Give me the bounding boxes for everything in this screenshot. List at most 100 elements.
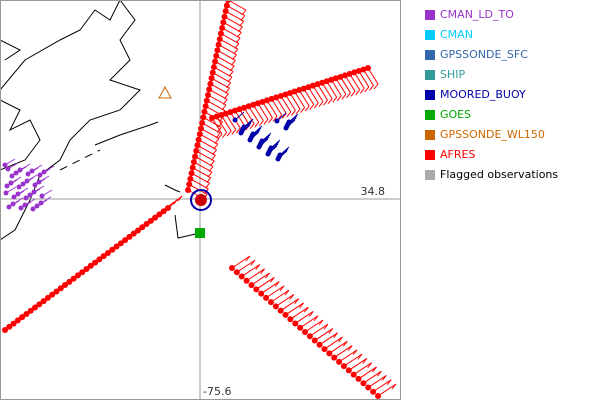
observation [14, 317, 21, 324]
wind-barb [299, 302, 304, 309]
wind-barb [223, 21, 242, 33]
observation [20, 181, 26, 187]
storm-center [190, 189, 212, 211]
observation [66, 278, 73, 285]
wind-barb [352, 349, 358, 356]
wind-barb [249, 123, 255, 130]
wind-barb [236, 259, 256, 273]
observation [10, 320, 17, 327]
wind-barb [265, 285, 285, 299]
wind-barb [211, 77, 230, 89]
wind-barb [195, 150, 215, 162]
wind-barb [299, 315, 319, 329]
observation [258, 290, 265, 297]
observation [30, 206, 36, 212]
observation [126, 233, 133, 240]
observation [309, 82, 316, 89]
wind-barb [304, 105, 310, 112]
wind-barb [367, 375, 387, 388]
wind-barb [214, 61, 234, 72]
observation [273, 94, 280, 101]
observation [209, 115, 215, 121]
wind-barb [335, 78, 347, 95]
wind-barb [225, 113, 237, 130]
wind-barb [312, 85, 324, 102]
wind-barb [217, 49, 236, 61]
observation [3, 190, 9, 196]
wind-barb [289, 294, 295, 300]
observation [218, 112, 225, 119]
sonde-marker [158, 85, 172, 99]
observation [287, 90, 293, 96]
observation [355, 375, 362, 382]
observation [200, 114, 207, 121]
observation [274, 118, 280, 124]
observation [212, 58, 219, 65]
longitude-label: -75.6 [203, 385, 231, 398]
observation [199, 119, 206, 126]
observation [253, 286, 260, 293]
wind-barb [190, 178, 209, 190]
observation [302, 329, 308, 335]
wind-barb [199, 133, 219, 145]
wind-barb [319, 332, 338, 346]
wind-barb [226, 130, 232, 137]
observation [292, 320, 299, 327]
wind-barb [308, 311, 314, 317]
wind-barb [364, 86, 370, 93]
observation [6, 323, 13, 330]
observation [238, 130, 244, 136]
observation [370, 388, 377, 395]
wind-barb [314, 328, 334, 341]
observation [360, 66, 367, 73]
wind-barb [358, 366, 377, 380]
wind-barb [220, 33, 240, 44]
wind-barb [217, 133, 223, 140]
wind-barb [246, 268, 265, 282]
observation [323, 78, 330, 85]
wind-barb [212, 72, 231, 84]
observation [254, 100, 261, 107]
wind-barb [226, 5, 246, 17]
wind-barb [167, 195, 183, 209]
observation [160, 208, 167, 215]
observation [70, 275, 77, 282]
observation [345, 367, 352, 374]
observation [5, 166, 11, 172]
wind-barb [280, 298, 299, 312]
observation [38, 200, 44, 206]
observation [272, 303, 279, 310]
wind-barb [222, 132, 227, 138]
wind-barb [255, 264, 261, 270]
observation [346, 70, 353, 77]
wind-barb [357, 353, 363, 360]
legend-swatch [425, 70, 435, 80]
wind-barb [256, 276, 275, 290]
wind-barb [324, 336, 343, 350]
observation [36, 301, 43, 308]
wind-barb [348, 357, 368, 371]
observation [109, 246, 116, 253]
observation [267, 299, 274, 306]
wind-barb [363, 370, 382, 384]
wind-barb [207, 94, 227, 106]
wind-barb [284, 94, 296, 111]
barrier-island [164, 184, 181, 193]
observation [36, 179, 42, 185]
wind-barb [298, 89, 310, 107]
observation [100, 253, 107, 260]
legend-swatch [425, 10, 435, 20]
wind-barb [220, 114, 232, 132]
observation [16, 184, 22, 190]
observation [74, 272, 81, 279]
wind-barb [317, 83, 328, 101]
observation [195, 136, 202, 143]
wind-barb [341, 93, 347, 100]
wind-barb [200, 128, 220, 139]
observation [314, 81, 321, 88]
wind-barb [318, 101, 324, 107]
observation [39, 193, 45, 199]
observation [31, 189, 37, 195]
observation [265, 151, 271, 157]
wind-barb [338, 349, 358, 363]
